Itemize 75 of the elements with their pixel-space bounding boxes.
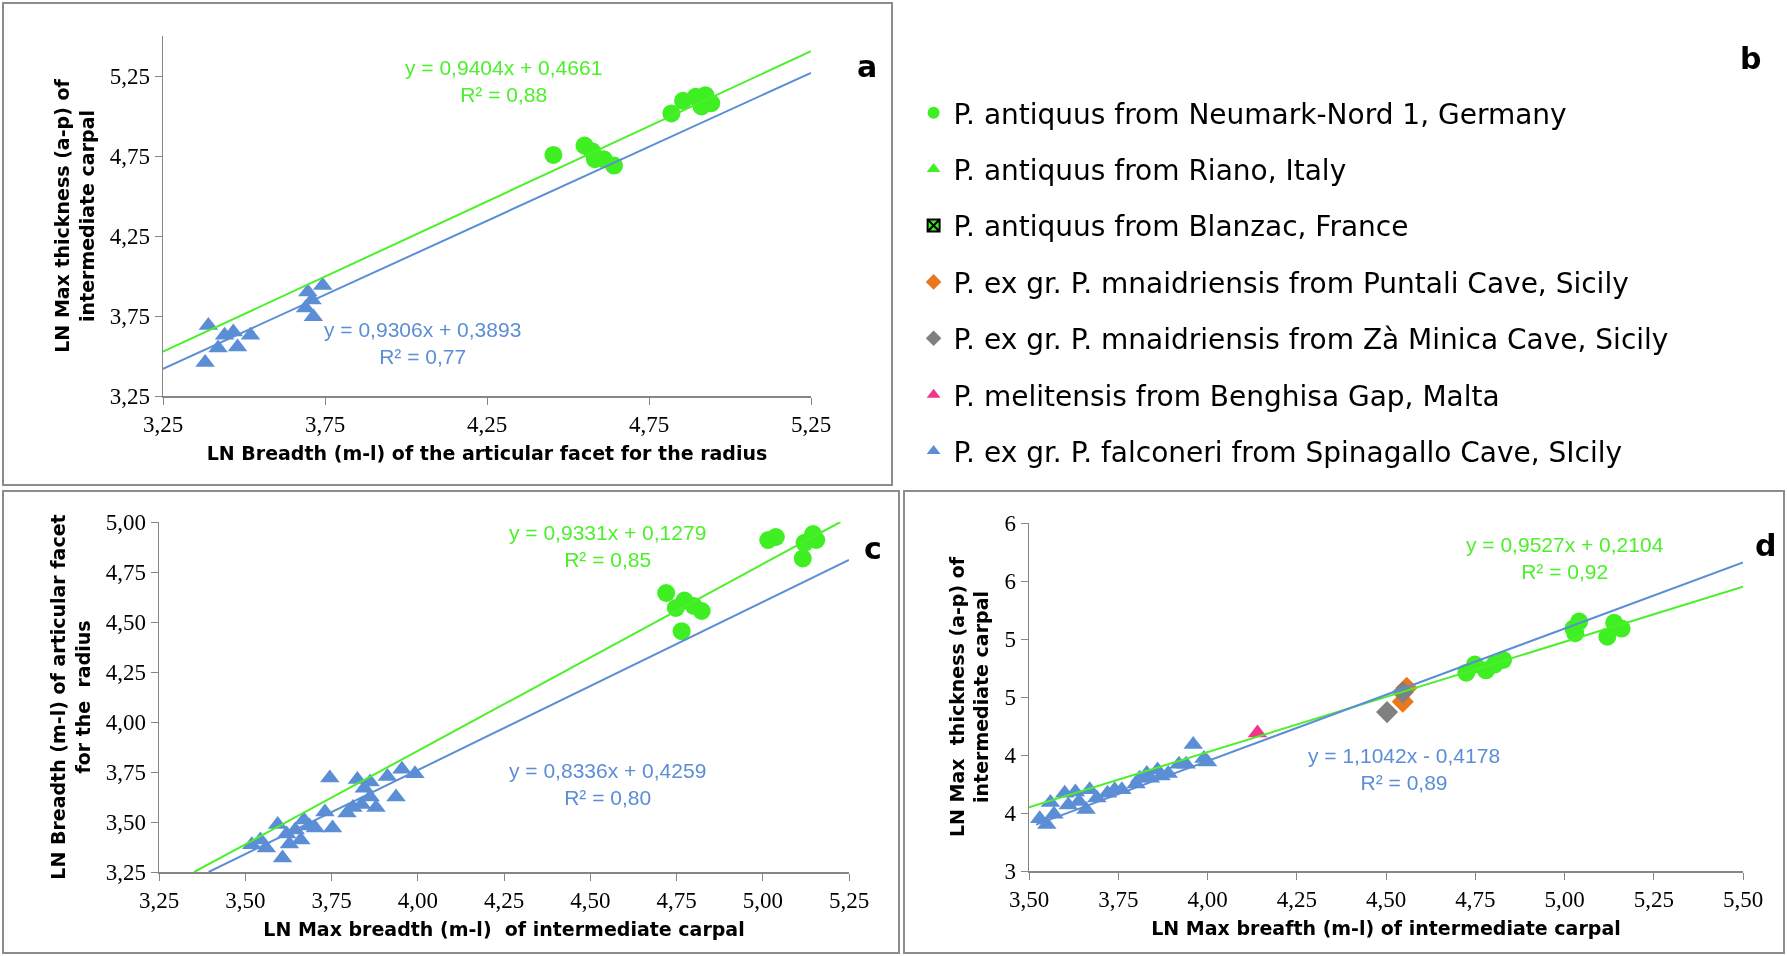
y-axis-title: LN Breadth (m-l) of articular facet for the radius bbox=[47, 514, 94, 880]
annotation: y = 0,9331x + 0,1279 R² = 0,85 bbox=[509, 521, 707, 572]
legend-label: P. melitensis from Benghisa Gap, Malta bbox=[953, 379, 1500, 413]
annotation: y = 0,9306x + 0,3893 R² = 0,77 bbox=[324, 318, 522, 369]
legend-label: P. ex gr. P. mnaidriensis from Puntali Cave, Sicily bbox=[953, 266, 1629, 300]
legend-label: P. ex gr. P. mnaidriensis from Zà Minica Cave, Sicily bbox=[953, 323, 1669, 357]
y-axis-title: LN Max thickness (a-p) of intermediate carpal bbox=[945, 556, 993, 838]
text: b bbox=[1740, 41, 1762, 76]
y-tick-label: 4,50 bbox=[105, 610, 146, 636]
annotation: y = 0,8336x + 0,4259 R² = 0,80 bbox=[509, 759, 707, 810]
x-tick-label: 3,75 bbox=[311, 888, 352, 914]
y-tick-label: 4,25 bbox=[109, 224, 150, 250]
annotation: y = 0,9527x + 0,2104 R² = 0,92 bbox=[1466, 533, 1664, 584]
x-tick-label: 3,50 bbox=[225, 888, 266, 914]
y-tick-label: 5,00 bbox=[105, 510, 146, 536]
y-tick-label: 4 bbox=[1004, 801, 1017, 827]
y-tick-label: 6 bbox=[1004, 569, 1016, 595]
x-tick-label: 4,50 bbox=[570, 888, 611, 914]
x-tick-label: 4,25 bbox=[1276, 887, 1317, 913]
y-tick-label: 3,25 bbox=[109, 384, 150, 410]
legend-label: P. antiquus from Riano, Italy bbox=[953, 154, 1347, 188]
y-tick-label: 3,75 bbox=[109, 304, 150, 330]
y-tick-label: 5,25 bbox=[109, 64, 150, 90]
x-axis-title: LN Breadth (m-l) of the articular facet for the radius bbox=[206, 441, 768, 464]
y-tick-label: 3,50 bbox=[105, 810, 146, 836]
x-tick-label: 4,00 bbox=[397, 888, 438, 914]
text: d bbox=[1755, 528, 1777, 563]
y-tick-label: 4,00 bbox=[105, 710, 146, 736]
x-tick-label: 5,00 bbox=[1544, 887, 1585, 913]
point bbox=[692, 602, 711, 620]
y-tick-label: 5 bbox=[1004, 627, 1016, 653]
y-tick-label: 3,75 bbox=[105, 760, 146, 786]
legend-label: P. antiquus from Neumark-Nord 1, Germany bbox=[953, 97, 1567, 131]
x-tick-label: 3,75 bbox=[1098, 887, 1139, 913]
y-tick-label: 5 bbox=[1004, 685, 1016, 711]
point bbox=[1376, 701, 1399, 724]
point bbox=[366, 798, 386, 812]
point bbox=[793, 549, 812, 568]
x-tick-label: 3,75 bbox=[304, 412, 346, 438]
y-tick-label: 4,25 bbox=[105, 660, 146, 686]
text: c bbox=[864, 531, 882, 566]
y-tick-label: 6 bbox=[1004, 511, 1016, 537]
text: a bbox=[857, 49, 878, 84]
point bbox=[392, 760, 412, 774]
x-tick-label: 4,75 bbox=[1455, 887, 1496, 913]
legend-label: P. ex gr. P. falconeri from Spinagallo Cave, SIcily bbox=[953, 436, 1623, 470]
point bbox=[544, 145, 563, 164]
legend-label: P. antiquus from Blanzac, France bbox=[953, 210, 1409, 244]
x-tick-label: 5,25 bbox=[1633, 887, 1674, 913]
x-axis-title: LN Max breafth (m-l) of intermediate carpal bbox=[1151, 916, 1621, 939]
x-tick-label: 3,25 bbox=[142, 412, 184, 438]
y-tick-label: 4 bbox=[1004, 743, 1017, 769]
point bbox=[195, 353, 215, 367]
x-tick-label: 5,25 bbox=[828, 888, 870, 914]
x-tick-label: 4,50 bbox=[1365, 887, 1407, 913]
point bbox=[672, 622, 691, 641]
y-tick-label: 3 bbox=[1004, 859, 1016, 885]
x-tick-label: 4,75 bbox=[656, 888, 697, 914]
x-tick-label: 3,25 bbox=[138, 888, 180, 914]
y-axis-title: LN Max thickness (a-p) of intermediate carpal bbox=[51, 78, 98, 353]
x-tick-label: 5,25 bbox=[790, 412, 832, 438]
x-tick-label: 4,00 bbox=[1187, 887, 1228, 913]
annotation: y = 0,9404x + 0,4661 R² = 0,88 bbox=[405, 56, 603, 107]
x-tick-label: 4,25 bbox=[483, 888, 525, 914]
annotation: y = 1,1042x - 0,4178 R² = 0,89 bbox=[1308, 744, 1501, 795]
y-tick-label: 3,25 bbox=[105, 860, 146, 886]
point bbox=[657, 584, 676, 602]
x-tick-label: 5,00 bbox=[742, 888, 783, 914]
point bbox=[386, 788, 406, 802]
x-tick-label: 4,75 bbox=[628, 412, 670, 438]
y-tick-label: 4,75 bbox=[105, 560, 146, 586]
x-axis-title: LN Max breadth (m-l) of intermediate carpal bbox=[263, 917, 745, 940]
y-tick-label: 4,75 bbox=[109, 144, 150, 170]
x-tick-label: 4,25 bbox=[466, 412, 508, 438]
x-tick-label: 5,50 bbox=[1722, 887, 1764, 913]
